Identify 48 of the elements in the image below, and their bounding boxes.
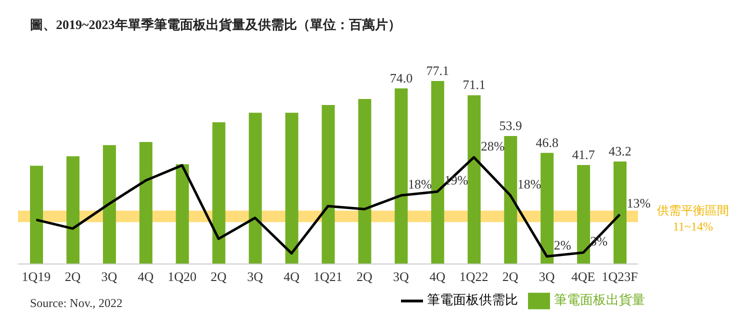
x-tick-label: 4QE — [571, 269, 596, 284]
x-tick-label: 1Q21 — [314, 269, 342, 284]
bar — [394, 88, 408, 264]
x-tick-label: 1Q19 — [22, 269, 51, 284]
source-note: Source: Nov., 2022 — [30, 296, 123, 311]
x-tick-label: 2Q — [356, 269, 374, 284]
x-tick-label: 3Q — [392, 269, 410, 284]
data-label: 43.2 — [608, 143, 632, 158]
band-label: 供需平衡區間 11~14% — [657, 203, 729, 234]
data-label: 77.1 — [426, 62, 450, 78]
data-label: 2% — [554, 237, 572, 252]
bar — [176, 164, 189, 264]
bar — [66, 156, 80, 264]
bar — [322, 104, 335, 264]
data-label: 46.8 — [536, 134, 558, 150]
legend-label: 筆電面板出貨量 — [554, 292, 645, 307]
x-tick-label: 1Q23F — [602, 269, 638, 284]
x-tick-label: 2Q — [210, 269, 228, 284]
bar — [504, 136, 518, 264]
data-label: 41.7 — [572, 147, 596, 162]
bar — [102, 145, 116, 264]
x-tick-label: 3Q — [101, 269, 118, 284]
bar — [285, 112, 298, 264]
data-label: 13% — [626, 195, 651, 210]
data-label: 71.1 — [462, 77, 486, 92]
bar — [30, 166, 43, 264]
data-label: 53.9 — [499, 118, 522, 134]
legend-label: 筆電面板供需比 — [427, 292, 518, 307]
x-tick-label: 3Q — [538, 269, 556, 284]
bar — [139, 142, 152, 264]
bar — [540, 152, 554, 264]
chart-title: 圖、2019~2023年單季筆電面板出貨量及供需比（單位：百萬片） — [30, 16, 401, 34]
x-tick-label: 4Q — [284, 269, 300, 284]
data-label: 74.0 — [390, 70, 413, 86]
bar — [358, 99, 372, 264]
x-tick-label: 3Q — [247, 269, 264, 284]
bar — [212, 122, 226, 264]
x-tick-label: 4Q — [429, 269, 446, 284]
bar — [248, 112, 262, 264]
x-tick-label: 2Q — [502, 269, 519, 284]
bar — [577, 165, 590, 264]
x-tick-label: 2Q — [64, 269, 82, 284]
x-tick-label: 4Q — [138, 269, 154, 284]
x-tick-label: 1Q20 — [168, 269, 197, 284]
bar — [431, 80, 444, 264]
bar — [468, 95, 481, 264]
x-tick-label: 1Q22 — [459, 269, 488, 284]
bar — [614, 161, 627, 264]
